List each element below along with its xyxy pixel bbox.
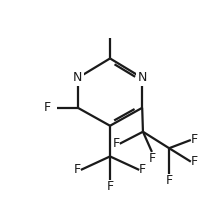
Text: F: F xyxy=(139,163,146,176)
Text: F: F xyxy=(107,180,114,193)
Text: F: F xyxy=(74,163,81,176)
Text: F: F xyxy=(113,137,120,150)
Text: N: N xyxy=(137,71,147,84)
Text: F: F xyxy=(191,134,198,146)
Text: F: F xyxy=(191,155,198,168)
Text: N: N xyxy=(73,71,83,84)
Text: F: F xyxy=(148,152,155,165)
Text: F: F xyxy=(44,101,51,114)
Text: F: F xyxy=(166,174,173,187)
